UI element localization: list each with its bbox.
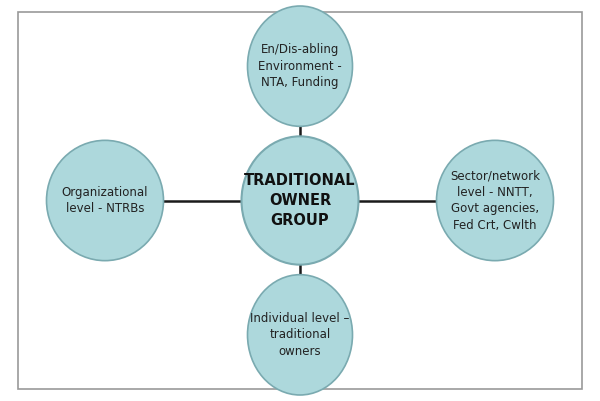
Ellipse shape bbox=[248, 6, 353, 126]
Ellipse shape bbox=[248, 275, 353, 395]
Text: Organizational
level - NTRBs: Organizational level - NTRBs bbox=[62, 186, 148, 215]
Ellipse shape bbox=[437, 140, 554, 261]
Text: Sector/network
level - NNTT,
Govt agencies,
Fed Crt, Cwlth: Sector/network level - NNTT, Govt agenci… bbox=[450, 169, 540, 232]
Ellipse shape bbox=[241, 136, 359, 265]
Text: Individual level –
traditional
owners: Individual level – traditional owners bbox=[250, 312, 350, 358]
Ellipse shape bbox=[47, 140, 163, 261]
Text: En/Dis-abling
Environment -
NTA, Funding: En/Dis-abling Environment - NTA, Funding bbox=[258, 43, 342, 89]
Text: TRADITIONAL
OWNER
GROUP: TRADITIONAL OWNER GROUP bbox=[244, 173, 356, 228]
